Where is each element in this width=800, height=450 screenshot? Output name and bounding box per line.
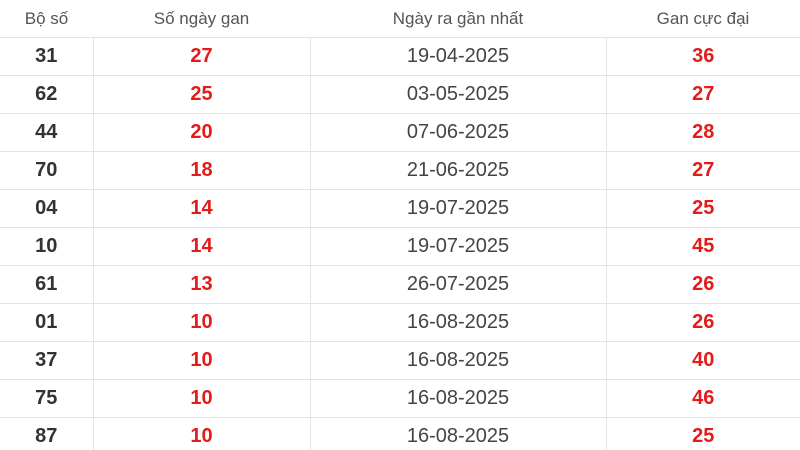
max-gan-cell: 25 bbox=[605, 189, 800, 228]
table-row: 10 14 19-07-2025 45 bbox=[0, 227, 800, 266]
number-cell: 44 bbox=[0, 113, 93, 152]
table-row: 37 10 16-08-2025 40 bbox=[0, 341, 800, 380]
gan-days-cell: 27 bbox=[92, 37, 310, 76]
last-date-cell: 16-08-2025 bbox=[309, 341, 606, 380]
max-gan-cell: 40 bbox=[605, 341, 800, 380]
gan-days-cell: 10 bbox=[92, 341, 310, 380]
header-bo-so: Bộ số bbox=[0, 0, 93, 38]
max-gan-cell: 45 bbox=[605, 227, 800, 266]
table-row: 70 18 21-06-2025 27 bbox=[0, 151, 800, 190]
last-date-cell: 19-04-2025 bbox=[309, 37, 606, 76]
max-gan-cell: 26 bbox=[605, 303, 800, 342]
last-date-cell: 07-06-2025 bbox=[309, 113, 606, 152]
last-date-cell: 19-07-2025 bbox=[309, 189, 606, 228]
gan-days-cell: 10 bbox=[92, 303, 310, 342]
last-date-cell: 26-07-2025 bbox=[309, 265, 606, 304]
number-cell: 31 bbox=[0, 37, 93, 76]
number-cell: 01 bbox=[0, 303, 93, 342]
header-ngay-ra-gan-nhat: Ngày ra gần nhất bbox=[310, 0, 606, 38]
last-date-cell: 19-07-2025 bbox=[309, 227, 606, 266]
number-cell: 62 bbox=[0, 75, 93, 114]
table-row: 61 13 26-07-2025 26 bbox=[0, 265, 800, 304]
max-gan-cell: 28 bbox=[605, 113, 800, 152]
max-gan-cell: 27 bbox=[605, 75, 800, 114]
max-gan-cell: 46 bbox=[605, 379, 800, 418]
number-cell: 70 bbox=[0, 151, 93, 190]
number-cell: 10 bbox=[0, 227, 93, 266]
table-row: 75 10 16-08-2025 46 bbox=[0, 379, 800, 418]
gan-days-cell: 10 bbox=[92, 417, 310, 450]
number-cell: 87 bbox=[0, 417, 93, 450]
gan-days-cell: 13 bbox=[92, 265, 310, 304]
table-row: 31 27 19-04-2025 36 bbox=[0, 37, 800, 76]
number-cell: 61 bbox=[0, 265, 93, 304]
number-cell: 04 bbox=[0, 189, 93, 228]
table-row: 87 10 16-08-2025 25 bbox=[0, 417, 800, 450]
header-gan-cuc-dai: Gan cực đại bbox=[606, 0, 800, 38]
table-row: 44 20 07-06-2025 28 bbox=[0, 113, 800, 152]
gan-days-cell: 18 bbox=[92, 151, 310, 190]
gan-days-cell: 14 bbox=[92, 227, 310, 266]
table-header: Bộ số Số ngày gan Ngày ra gần nhất Gan c… bbox=[0, 0, 800, 38]
table-row: 01 10 16-08-2025 26 bbox=[0, 303, 800, 342]
table-row: 04 14 19-07-2025 25 bbox=[0, 189, 800, 228]
gan-days-cell: 10 bbox=[92, 379, 310, 418]
gan-days-cell: 25 bbox=[92, 75, 310, 114]
number-cell: 75 bbox=[0, 379, 93, 418]
last-date-cell: 21-06-2025 bbox=[309, 151, 606, 190]
table-row: 62 25 03-05-2025 27 bbox=[0, 75, 800, 114]
last-date-cell: 16-08-2025 bbox=[309, 303, 606, 342]
last-date-cell: 16-08-2025 bbox=[309, 379, 606, 418]
max-gan-cell: 36 bbox=[605, 37, 800, 76]
header-so-ngay-gan: Số ngày gan bbox=[93, 0, 310, 38]
gan-days-cell: 20 bbox=[92, 113, 310, 152]
last-date-cell: 03-05-2025 bbox=[309, 75, 606, 114]
max-gan-cell: 25 bbox=[605, 417, 800, 450]
max-gan-cell: 27 bbox=[605, 151, 800, 190]
number-cell: 37 bbox=[0, 341, 93, 380]
last-date-cell: 16-08-2025 bbox=[309, 417, 606, 450]
gan-days-cell: 14 bbox=[92, 189, 310, 228]
max-gan-cell: 26 bbox=[605, 265, 800, 304]
